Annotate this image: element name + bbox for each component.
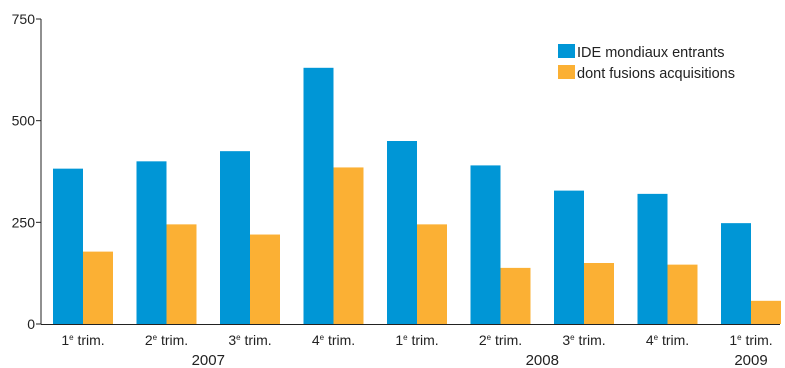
bar-ide-entrants — [554, 190, 584, 324]
bar-ide-entrants — [470, 165, 501, 324]
year-label: 2007 — [192, 352, 225, 368]
x-tick-label: 2e trim. — [479, 332, 522, 348]
bar-ide-entrants — [721, 223, 751, 324]
legend-label: IDE mondiaux entrants — [577, 45, 725, 61]
y-tick-label: 0 — [27, 316, 35, 332]
x-tick-label: 1e trim. — [395, 332, 438, 348]
x-tick-label: 1e trim. — [729, 332, 772, 348]
bar-fusions-acquisitions — [751, 300, 781, 324]
bar-fusions-acquisitions — [166, 224, 197, 324]
year-label: 2008 — [526, 352, 559, 368]
bar-ide-entrants — [53, 168, 83, 324]
bar-fusions-acquisitions — [584, 263, 614, 324]
axes: 0 250 500 750 — [12, 11, 780, 332]
legend-swatch — [558, 65, 575, 79]
x-tick-label: 3e trim. — [228, 332, 271, 348]
bar-fusions-acquisitions — [500, 267, 531, 324]
y-tick-label: 750 — [12, 11, 36, 27]
x-tick-label: 2e trim. — [145, 332, 188, 348]
bar-ide-entrants — [637, 193, 668, 324]
legend: IDE mondiaux entrants dont fusions acquis… — [558, 44, 735, 82]
bar-fusions-acquisitions — [250, 234, 280, 324]
bar-ide-entrants — [303, 67, 334, 325]
legend-swatch — [558, 44, 575, 58]
bar-fusions-acquisitions — [333, 167, 364, 324]
bar-fusions-acquisitions — [83, 251, 113, 324]
legend-label: dont fusions acquisitions — [577, 66, 735, 82]
x-tick-label: 4e trim. — [312, 332, 355, 348]
bar-fusions-acquisitions — [417, 224, 447, 324]
x-tick-label: 3e trim. — [562, 332, 605, 348]
bar-ide-entrants — [220, 151, 250, 324]
bars — [53, 67, 781, 325]
bar-fusions-acquisitions — [667, 264, 698, 324]
bar-ide-entrants — [136, 161, 167, 324]
x-tick-label: 4e trim. — [646, 332, 689, 348]
year-label: 2009 — [734, 352, 767, 368]
x-tick-label: 1e trim. — [61, 332, 104, 348]
y-tick-label: 250 — [12, 214, 36, 230]
bar-ide-entrants — [387, 141, 417, 324]
y-tick-label: 500 — [12, 113, 36, 129]
x-axis-labels: 1e trim. 2e trim. 3e trim. 4e trim. 1e trim.… — [61, 332, 772, 368]
